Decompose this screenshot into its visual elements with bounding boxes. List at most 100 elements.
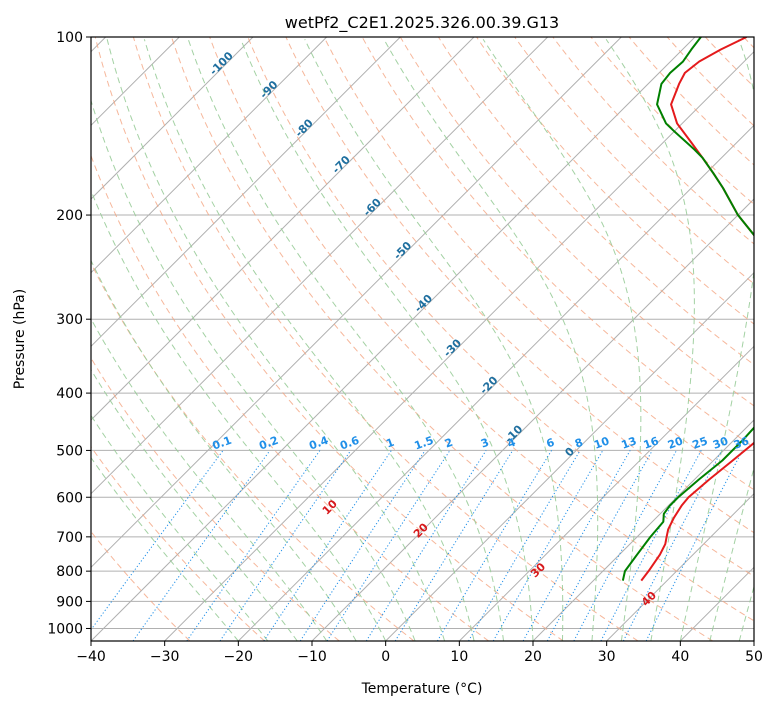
mixing-ratio-label: 0.6	[338, 434, 361, 453]
moist-adiabat	[91, 98, 416, 641]
y-tick-label: 800	[56, 564, 83, 580]
chart-title: wetPf2_C2E1.2025.326.00.39.G13	[285, 13, 559, 33]
temperature-profile-line	[640, 37, 754, 582]
moist-adiabat	[187, 39, 505, 641]
x-tick-label: 10	[450, 649, 468, 665]
isotherm-line	[91, 37, 475, 421]
mixing-ratio-line	[186, 450, 321, 641]
isotherm-line	[164, 50, 754, 641]
profile-lines	[621, 37, 754, 582]
mixing-ratio-line	[492, 450, 604, 641]
mixing-ratio-label: 36	[732, 434, 751, 452]
moist-adiabat	[605, 38, 695, 641]
y-tick-label: 200	[56, 208, 83, 224]
dry-adiabat	[247, 37, 754, 577]
y-tick-label: 400	[56, 386, 83, 402]
mixing-ratio-label: 0.2	[257, 434, 280, 453]
isotherm-line	[91, 37, 622, 569]
isotherm-line	[237, 124, 754, 641]
dry-adiabat	[361, 37, 754, 449]
dry-adiabat	[91, 445, 265, 641]
moist-adiabat	[482, 38, 642, 641]
moist-adiabat	[240, 39, 534, 641]
x-tick-label: 40	[671, 649, 689, 665]
moist-adiabat	[91, 259, 357, 641]
dry-adiabat	[209, 37, 754, 622]
mixing-ratio-line	[645, 450, 743, 641]
mixing-ratio-line	[299, 450, 426, 641]
x-tick-label: −10	[297, 649, 327, 665]
x-axis-label: Temperature (°C)	[361, 681, 483, 697]
isotherm-line	[385, 271, 754, 641]
mixing-ratio-label: 25	[691, 434, 710, 451]
mixing-ratio-label: 0.1	[211, 434, 234, 453]
y-tick-label: 1000	[47, 621, 83, 637]
mixing-ratio-label: 16	[642, 434, 661, 452]
isotherm-line	[91, 37, 254, 200]
x-tick-label: 0	[381, 649, 390, 665]
y-tick-label: 100	[56, 30, 83, 46]
dry-adiabat	[132, 37, 639, 641]
y-tick-label: 700	[56, 530, 83, 546]
moist-adiabat	[91, 189, 387, 641]
x-tick-label: −30	[150, 649, 180, 665]
y-axis-label: Pressure (hPa)	[12, 289, 28, 389]
dry-adiabat	[399, 37, 754, 407]
mixing-ratio-label: 30	[711, 434, 730, 452]
plot-area	[91, 37, 754, 641]
mixing-ratio-label: 20	[666, 434, 685, 452]
mixing-ratio-label: 8	[573, 436, 585, 451]
mixing-ratio-line	[365, 450, 487, 641]
x-tick-label: 50	[745, 649, 763, 665]
x-tick-label: 20	[524, 649, 542, 665]
moist-adiabat	[679, 39, 754, 641]
moist-adiabat	[709, 466, 754, 641]
y-tick-label: 600	[56, 490, 83, 506]
mixing-ratio-line	[468, 450, 581, 641]
mixing-ratio-line	[522, 450, 631, 641]
mixing-ratio-label: 3	[479, 436, 491, 451]
x-tick-label: −20	[224, 649, 254, 665]
isotherm-line	[91, 37, 401, 348]
mixing-ratio-label: 1	[384, 436, 396, 451]
y-tick-label: 500	[56, 443, 83, 459]
mixing-ratio-line	[326, 450, 451, 641]
moist-adiabat	[143, 39, 475, 641]
x-tick-label: −40	[76, 649, 106, 665]
mixing-ratio-line	[263, 450, 392, 641]
pressure-grid	[91, 37, 754, 629]
dry-adiabat	[628, 37, 754, 166]
isotherm-line	[91, 37, 696, 641]
mixing-ratio-label: 10	[592, 434, 611, 452]
moist-adiabat	[91, 317, 328, 641]
mixing-ratio-label: 6	[545, 436, 557, 451]
y-tick-label: 900	[56, 594, 83, 610]
moist-adiabat	[383, 39, 599, 641]
mixing-ratio-label: 2	[443, 436, 455, 451]
dry-adiabat	[514, 37, 754, 285]
isotherm-line	[91, 37, 549, 495]
mixing-ratio-label: 13	[620, 434, 639, 451]
isotherm-line	[606, 492, 754, 641]
x-tick-label: 30	[598, 649, 616, 665]
mixing-ratio-line	[546, 450, 653, 641]
isotherm-line	[91, 37, 328, 274]
mixing-ratio-lines	[91, 450, 743, 641]
mixing-ratio-label: 1.5	[413, 434, 436, 453]
y-tick-label: 300	[56, 312, 83, 328]
dewpoint-profile-line	[621, 37, 754, 581]
moist-adiabat	[91, 456, 239, 641]
mixing-ratio-line	[219, 450, 352, 641]
dry-adiabat	[94, 37, 564, 641]
dry-adiabat	[476, 37, 754, 325]
moist-adiabats	[91, 38, 754, 641]
dry-adiabat	[323, 37, 754, 491]
moist-adiabat	[106, 39, 446, 641]
axes: −40 −30 −20 −10 0 10 20 30 40 5010020030040050060…	[47, 30, 763, 665]
moist-adiabat	[91, 414, 269, 641]
mixing-ratio-label: 4	[506, 436, 518, 451]
plot-frame	[90, 36, 755, 642]
moist-adiabat	[304, 39, 564, 641]
mixing-ratio-label: 0.4	[307, 434, 330, 453]
